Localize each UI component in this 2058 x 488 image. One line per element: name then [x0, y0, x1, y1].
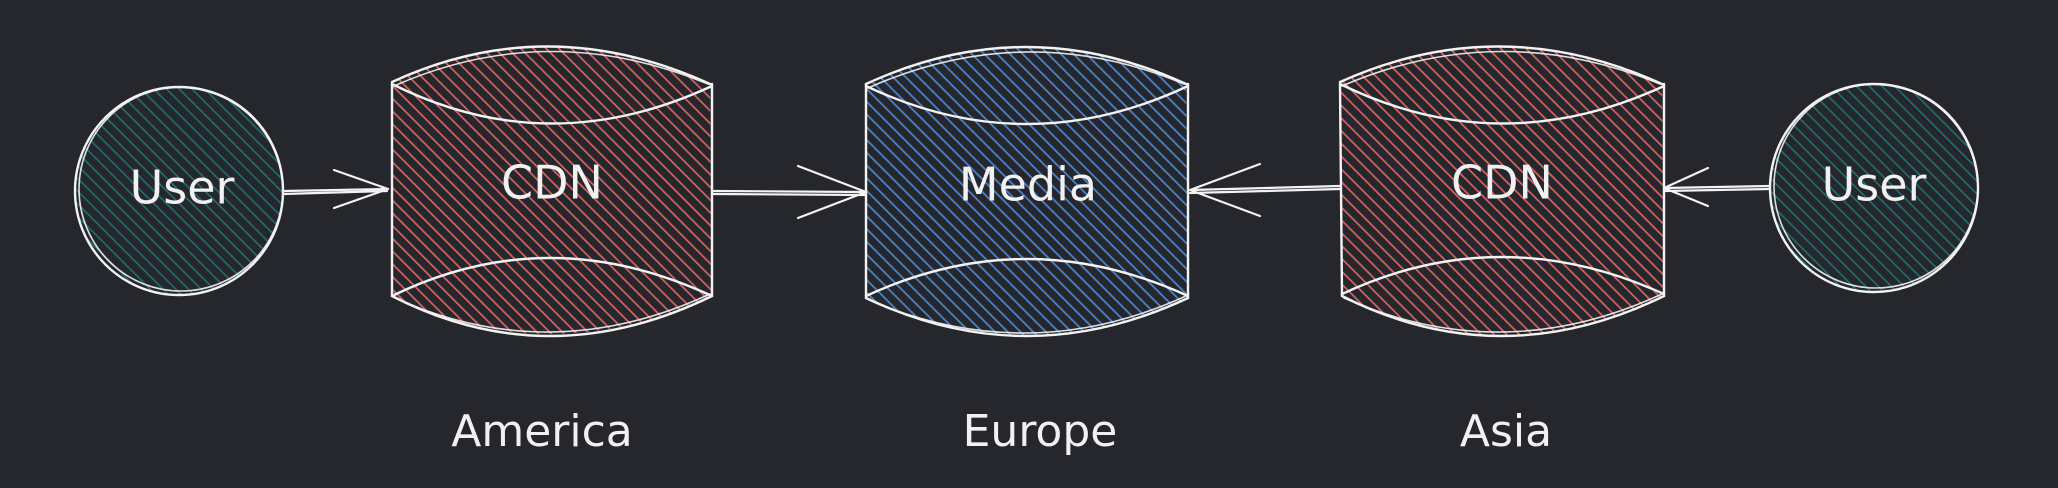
user-right-label: User	[1822, 158, 1927, 212]
region-label-america: America	[451, 406, 633, 457]
user-left-label: User	[130, 161, 235, 215]
region-label-asia: Asia	[1460, 406, 1552, 457]
cdn-asia-node: CDN	[1338, 45, 1666, 338]
cdn-america-label: CDN	[501, 156, 603, 210]
media-europe-label: Media	[959, 158, 1097, 212]
user-left-node: User	[73, 85, 285, 297]
region-label-europe: Europe	[963, 406, 1118, 457]
media-europe-node: Media	[864, 45, 1190, 338]
user-right-node: User	[1768, 82, 1980, 294]
arrow-user-left-to-cdn-america	[281, 168, 390, 210]
arrow-cdn-asia-to-media	[1188, 162, 1342, 218]
arrow-user-right-to-cdn-asia	[1662, 166, 1772, 208]
cdn-asia-label: CDN	[1451, 156, 1553, 210]
cdn-america-node: CDN	[390, 45, 714, 338]
arrow-cdn-america-to-media	[710, 164, 868, 220]
